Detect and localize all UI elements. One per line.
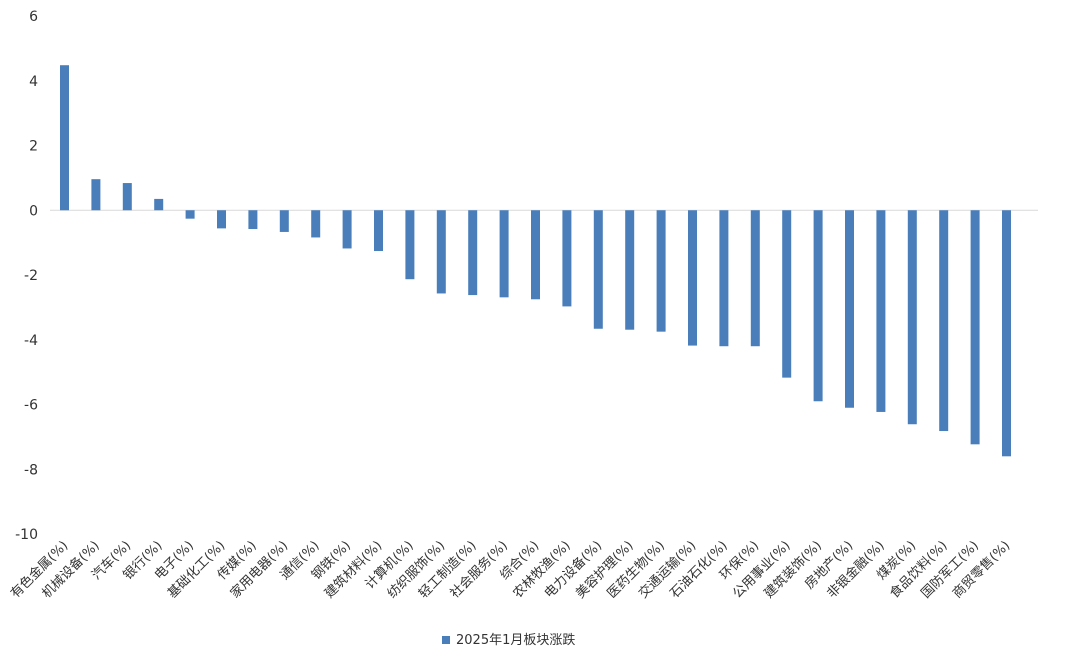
y-tick-label: -4: [24, 333, 38, 349]
bar: [248, 210, 258, 230]
legend-swatch: [442, 636, 450, 644]
bar: [845, 210, 854, 408]
y-tick-label: -10: [15, 527, 38, 543]
y-tick-label: -2: [24, 268, 38, 284]
bar: [719, 210, 729, 347]
bar: [311, 210, 321, 238]
y-tick-label: 0: [29, 203, 38, 219]
bar: [374, 210, 383, 252]
bar: [656, 210, 666, 332]
bars-group: [60, 65, 1011, 457]
bar: [279, 210, 289, 232]
bar: [499, 210, 509, 298]
bar: [468, 210, 478, 296]
bar: [876, 210, 886, 412]
bar: [122, 183, 132, 211]
bar: [436, 210, 446, 294]
y-tick-label: -6: [24, 398, 38, 414]
bar: [342, 210, 352, 249]
legend-label: 2025年1月板块涨跌: [456, 632, 575, 648]
bar: [91, 179, 101, 211]
bar: [625, 210, 635, 330]
bar: [688, 210, 697, 346]
bar: [1002, 210, 1011, 457]
bar: [154, 198, 164, 211]
bar: [970, 210, 980, 445]
bar: [562, 210, 572, 307]
bar: [782, 210, 792, 378]
bar: [531, 210, 540, 300]
legend: 2025年1月板块涨跌: [442, 632, 575, 648]
bar: [750, 210, 760, 347]
x-axis-labels: 有色金属(%)机械设备(%)汽车(%)银行(%)电子(%)基础化工(%)传媒(%…: [7, 538, 1013, 602]
y-tick-label: 4: [29, 74, 38, 90]
bar: [593, 210, 603, 329]
bar: [939, 210, 949, 432]
y-axis: 6 4 2 0 -2 -4 -6 -8 -10: [15, 9, 38, 543]
bar: [907, 210, 917, 425]
y-tick-label: 2: [29, 139, 38, 155]
bar: [405, 210, 415, 280]
bar: [185, 210, 195, 219]
bar: [217, 210, 226, 229]
y-tick-label: -8: [24, 462, 38, 478]
bar: [813, 210, 823, 402]
bar: [60, 65, 69, 211]
y-tick-label: 6: [29, 9, 38, 25]
